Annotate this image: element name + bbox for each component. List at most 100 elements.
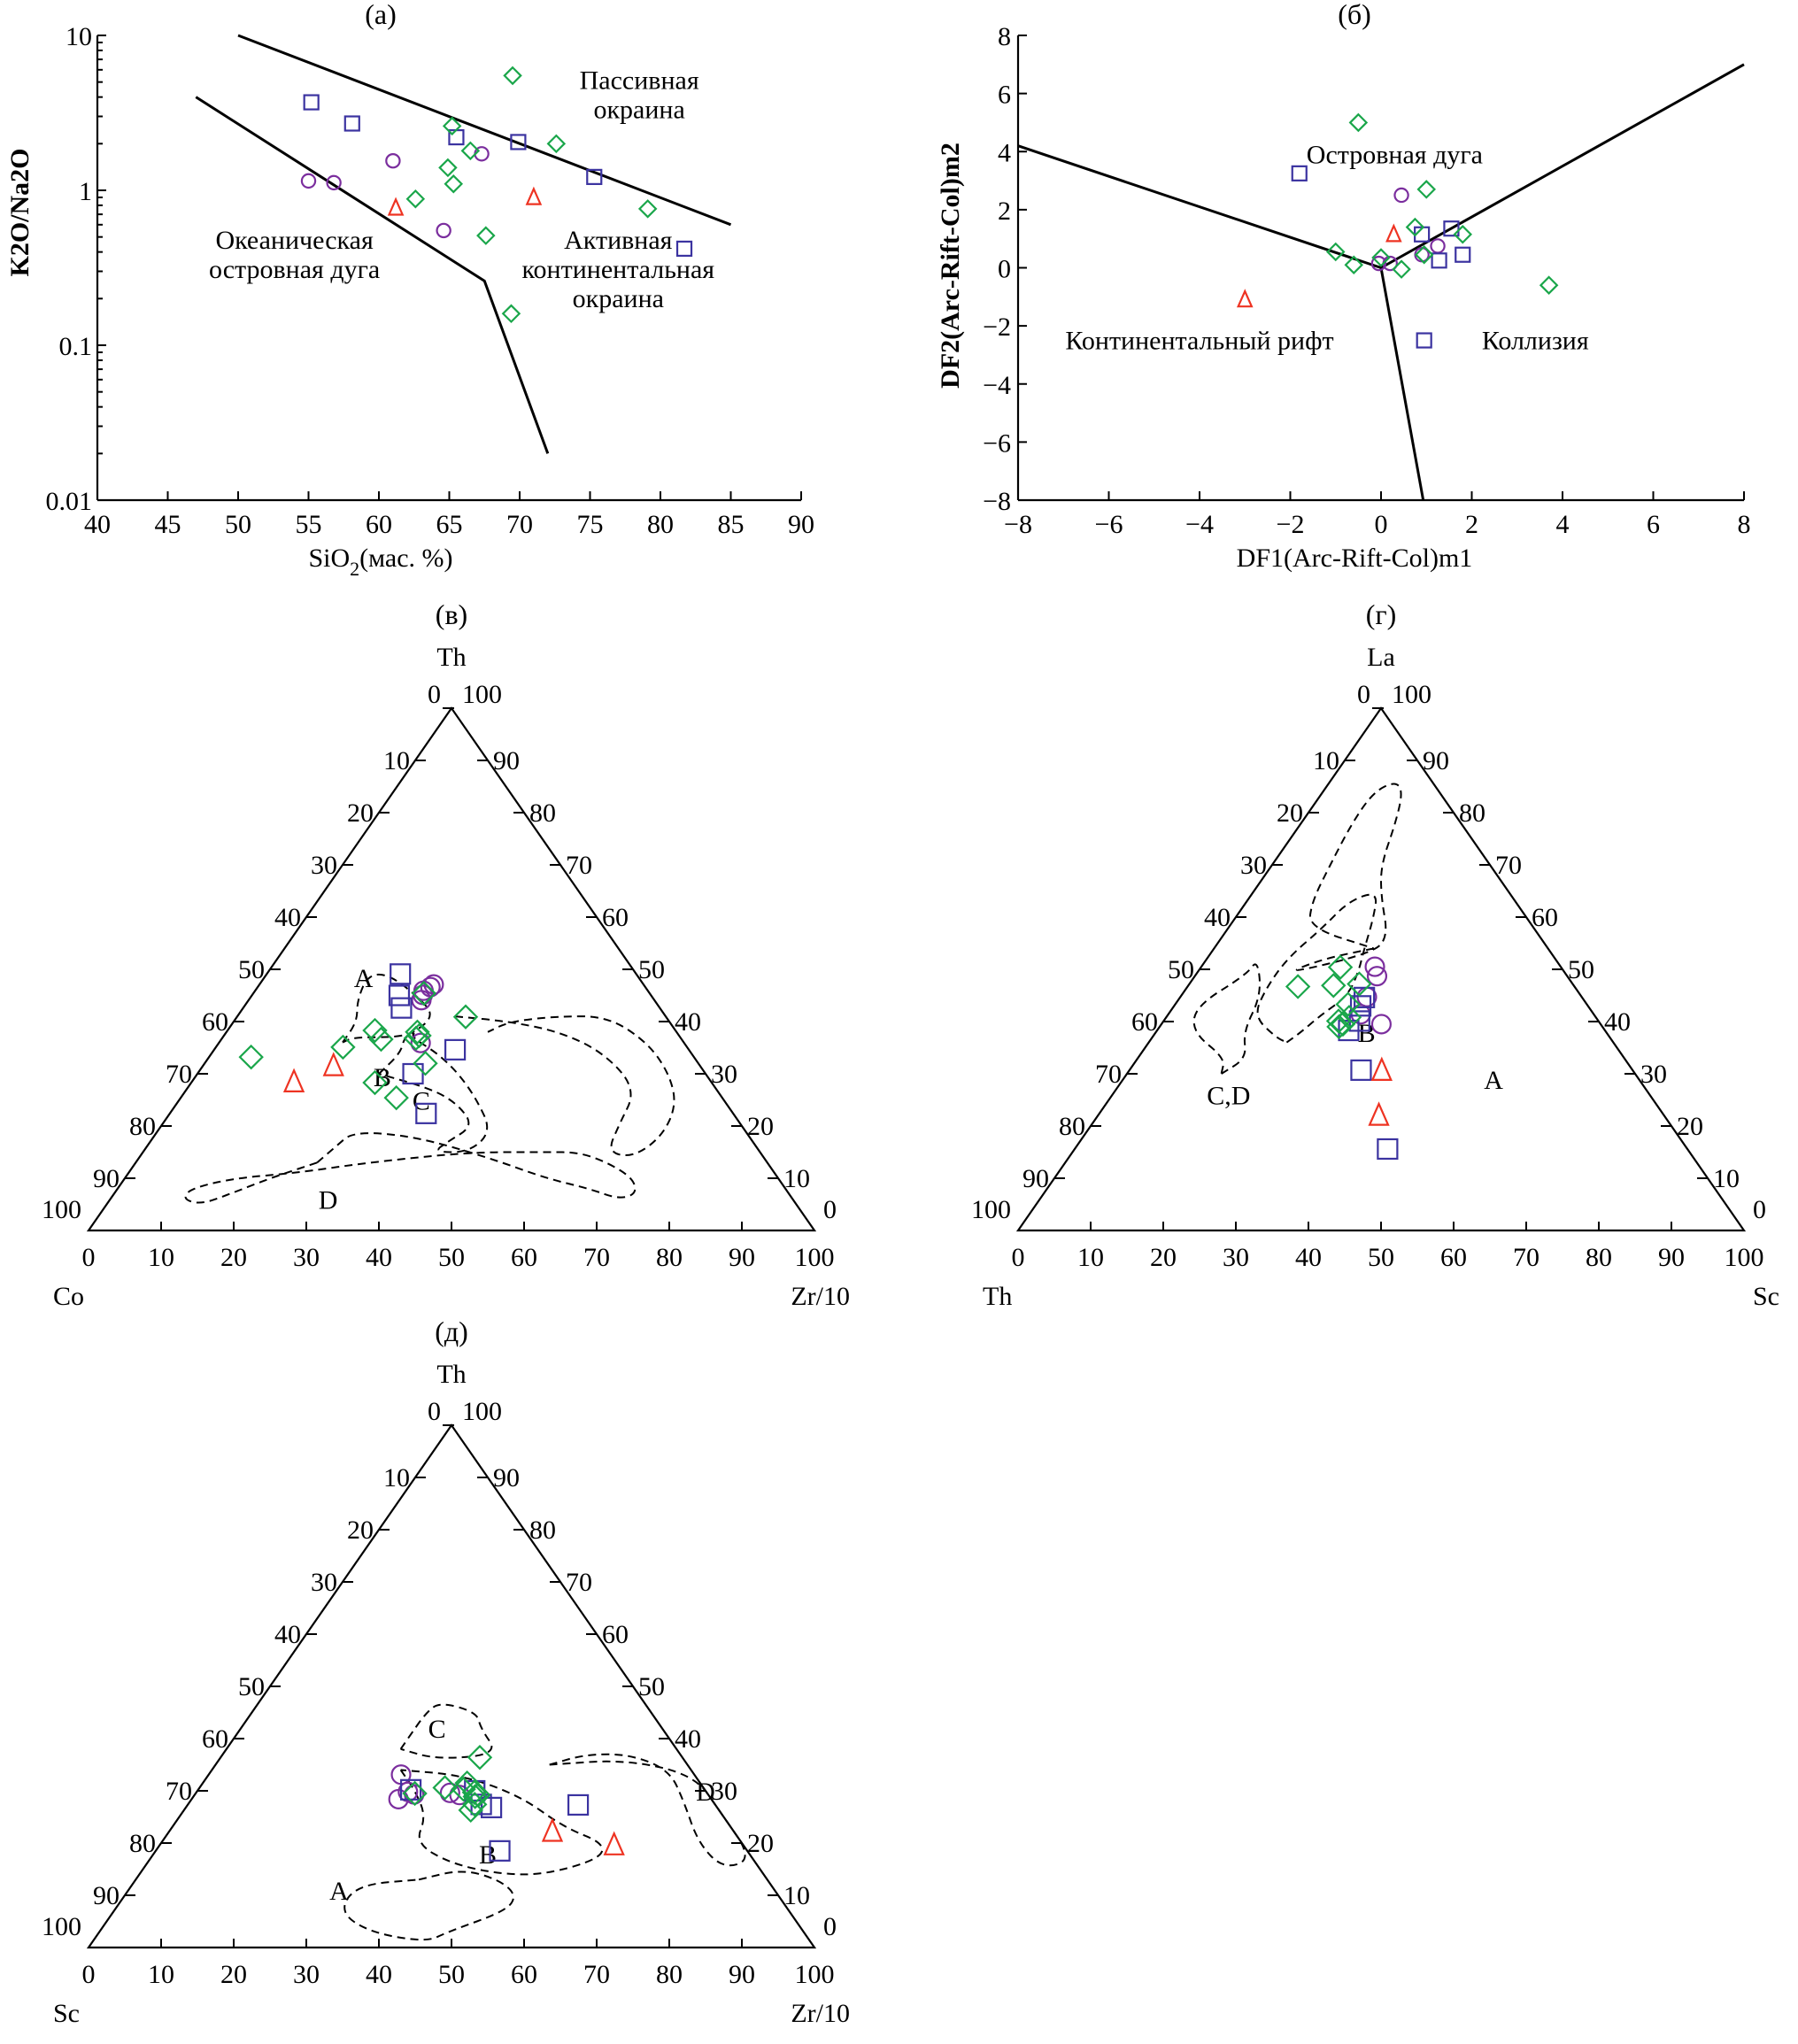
- panel-v-point-diamond: [362, 1069, 388, 1096]
- panel-d-point-triangle: [603, 1831, 625, 1855]
- panel-v-left-tick-label: 50: [238, 955, 265, 984]
- panel-b-x-tick-label: −2: [1277, 510, 1305, 539]
- panel-g-point-square: [1350, 1059, 1372, 1081]
- panel-v-title: (в): [436, 598, 467, 630]
- panel-d-left-tick-label: 70: [166, 1777, 192, 1806]
- panel-a-y-tick-label: 1: [79, 177, 92, 206]
- panel-v-bottom-tick-label: 90: [729, 1243, 755, 1272]
- panel-v-point-diamond: [405, 1019, 430, 1045]
- panel-v-left-tick-label: 80: [129, 1112, 156, 1141]
- panel-d-bottom-tick-label: 40: [366, 1960, 392, 1989]
- panel-a-point-circle: [300, 173, 317, 189]
- panel-a-y-tick-label: 10: [66, 22, 92, 51]
- panel-d-right-tick-label: 50: [638, 1672, 665, 1701]
- panel-b-xlabel: DF1(Arc-Rift-Col)m1: [1237, 544, 1473, 573]
- panel-d-apex-left-label: Sc: [53, 1999, 80, 2028]
- panel-d-bottom-tick-label: 80: [656, 1960, 683, 1989]
- panel-d-field-label-a: A: [329, 1877, 349, 1906]
- panel-b-point-triangle: [1236, 289, 1254, 308]
- panel-v-bottom-tick-label: 40: [366, 1243, 392, 1272]
- panel-g-point-square: [1377, 1138, 1399, 1161]
- panel-d-bottom-tick-label: 20: [220, 1960, 247, 1989]
- panel-a-field-label: островная дуга: [209, 255, 380, 284]
- panel-g-bottom-tick-label: 80: [1586, 1243, 1612, 1272]
- panel-g-point-diamond: [1327, 954, 1354, 980]
- panel-b-x-tick-label: 6: [1647, 510, 1660, 539]
- panel-v-field-label-a: A: [354, 964, 374, 993]
- panel-g-bottom-tick-label: 50: [1368, 1243, 1394, 1272]
- panel-d-point-square: [567, 1793, 590, 1816]
- panel-a-x-tick-label: 40: [84, 510, 111, 539]
- panel-d-right-tick-label: 40: [675, 1724, 701, 1754]
- panel-a-point-diamond: [637, 199, 658, 219]
- panel-v-bottom-tick-label: 0: [82, 1243, 96, 1272]
- panel-a-xlabel-sub: 2: [350, 558, 359, 580]
- panel-v-right-tick-label: 80: [529, 798, 556, 828]
- panel-v-right-tick-label: 0: [823, 1195, 837, 1224]
- panel-a-point-diamond: [438, 158, 458, 178]
- panel-g-right-tick-label: 30: [1640, 1060, 1667, 1089]
- panel-v-point-diamond: [411, 980, 437, 1007]
- panel-g-title: (г): [1366, 598, 1396, 630]
- panel-v-bottom-tick-label: 60: [511, 1243, 537, 1272]
- panel-d-bottom-tick-label: 70: [583, 1960, 610, 1989]
- panel-g-field-outline: [1192, 963, 1261, 1075]
- panel-d-right-tick-label: 70: [566, 1568, 592, 1597]
- panel-b-point-square: [1455, 246, 1471, 263]
- panel-a-point-circle: [385, 152, 401, 169]
- panel-d-field-outline: [399, 1703, 493, 1759]
- panel-d-field-label-c: C: [428, 1715, 446, 1744]
- panel-v-point-diamond: [403, 1025, 429, 1052]
- panel-g-point-triangle: [1368, 1101, 1390, 1126]
- panel-a-point-triangle: [525, 186, 543, 205]
- panel-g-point-square: [1354, 986, 1376, 1008]
- panel-d-left-tick-label: 10: [383, 1463, 410, 1493]
- panel-g-bottom-tick-label: 10: [1077, 1243, 1104, 1272]
- panel-g-bottom-tick-label: 60: [1440, 1243, 1467, 1272]
- panel-a-chart: (а) SiO2(мас. %) K2O/Na2O 40 45 50 55 60 65 70…: [5, 0, 814, 580]
- panel-d-left-tick-label: 30: [311, 1568, 337, 1597]
- panel-a-x-tick-label: 75: [577, 510, 604, 539]
- panel-g-bottom-tick-label: 100: [1725, 1243, 1764, 1272]
- panel-a-x-tick-label: 90: [788, 510, 814, 539]
- panel-a-field-label: окраина: [573, 284, 664, 313]
- panel-a-field-label: Активная: [564, 226, 673, 255]
- panel-v-right-tick-label: 90: [493, 746, 520, 775]
- panel-g-right-tick-label: 100: [1392, 680, 1431, 709]
- panel-a-field-label: Океаническая: [215, 226, 374, 255]
- panel-a-boundary-upper: [237, 34, 732, 227]
- panel-g-bottom-tick-label: 70: [1513, 1243, 1539, 1272]
- panel-v-left-tick-label: 30: [311, 851, 337, 880]
- panel-v-point-diamond: [413, 1050, 438, 1076]
- panel-g-bottom-tick-label: 40: [1295, 1243, 1322, 1272]
- panel-d-apex-right-label: Zr/10: [791, 1999, 850, 2028]
- panel-b-point-square: [1443, 220, 1460, 237]
- panel-d-right-tick-label: 10: [783, 1881, 810, 1910]
- panel-a-point-triangle: [387, 197, 405, 216]
- panel-v-left-tick-label: 10: [383, 746, 410, 775]
- panel-b-x-tick-label: 0: [1375, 510, 1388, 539]
- panel-a-point-diamond: [546, 134, 567, 154]
- panel-b-point-diamond: [1414, 244, 1434, 265]
- panel-g-field-outline: [1256, 893, 1377, 1044]
- panel-d-bottom-tick-label: 50: [438, 1960, 465, 1989]
- panel-v-bottom-tick-label: 10: [148, 1243, 174, 1272]
- panel-g-right-tick-label: 0: [1753, 1195, 1766, 1224]
- panel-b-point-square: [1431, 252, 1447, 269]
- panel-d-apex-top-label: Th: [436, 1360, 466, 1389]
- panel-g-right-tick-label: 70: [1495, 851, 1522, 880]
- panel-a-point-diamond: [503, 66, 522, 86]
- panel-d-right-tick-label: 60: [602, 1620, 629, 1649]
- panel-d-left-tick-label: 80: [129, 1829, 156, 1858]
- panel-b-x-tick-label: −6: [1095, 510, 1123, 539]
- panel-b-y-tick-label: 0: [998, 255, 1011, 284]
- panel-b-ylabel: DF2(Arc-Rift-Col)m2: [936, 143, 965, 389]
- panel-a-x-tick-label: 60: [366, 510, 392, 539]
- panel-g-apex-right-label: Sc: [1753, 1282, 1779, 1311]
- panel-d-bottom-tick-label: 60: [511, 1960, 537, 1989]
- panel-d-field-outline: [549, 1753, 746, 1867]
- panel-b-y-tick-label: −2: [983, 312, 1011, 342]
- panel-a-point-diamond: [442, 116, 462, 136]
- panel-b-field-label: Континентальный рифт: [1065, 327, 1333, 356]
